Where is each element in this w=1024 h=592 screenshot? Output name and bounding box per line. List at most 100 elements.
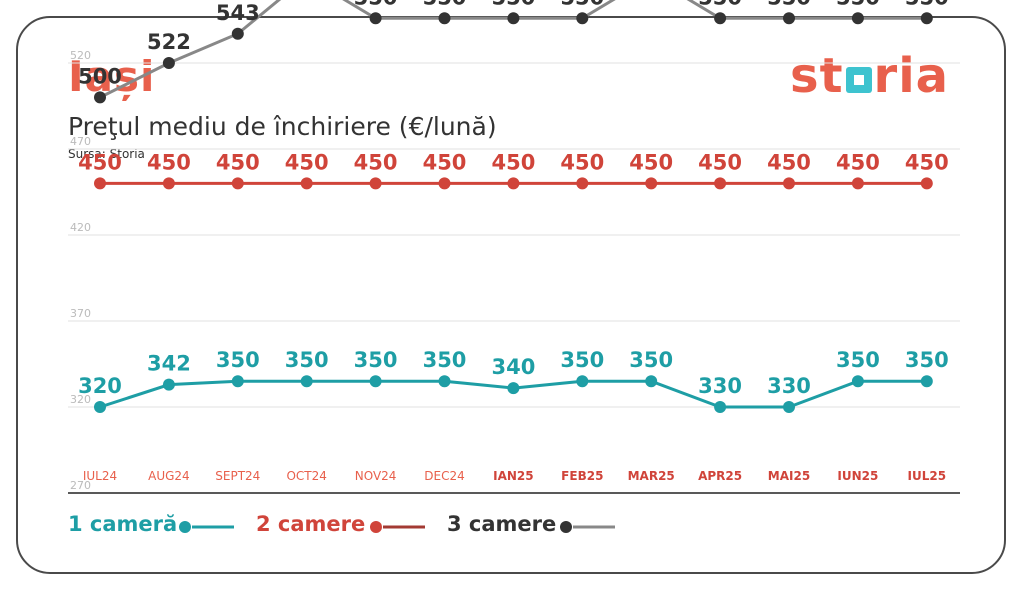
- data-label: 450: [147, 150, 191, 174]
- x-tick-label: NOV24: [355, 469, 397, 483]
- x-tick-label: APR25: [698, 469, 742, 483]
- x-tick-label: MAR25: [628, 469, 675, 483]
- data-label: 450: [698, 150, 742, 174]
- data-label: 340: [491, 355, 535, 379]
- data-label: 543: [216, 1, 260, 25]
- data-label: 522: [147, 30, 191, 54]
- data-label: 350: [423, 348, 467, 372]
- data-label: 550: [354, 0, 398, 9]
- logo-square-icon: [845, 67, 872, 93]
- chart-source: Sursa: Storia: [68, 147, 145, 161]
- y-tick-label: 470: [70, 135, 91, 148]
- data-point: [369, 177, 382, 190]
- data-label: 550: [560, 0, 604, 9]
- data-point: [920, 177, 933, 190]
- storia-logo: st ria: [790, 48, 950, 104]
- data-point: [300, 177, 313, 190]
- y-tick-label: 320: [70, 393, 91, 406]
- data-label: 450: [629, 150, 673, 174]
- legend-marker: [560, 521, 572, 533]
- data-label: 550: [767, 0, 811, 9]
- data-point: [162, 177, 175, 190]
- data-point: [714, 177, 727, 190]
- data-label: 320: [78, 374, 122, 398]
- data-point: [507, 382, 520, 395]
- x-tick-label: IUL24: [83, 469, 117, 483]
- data-label: 550: [836, 0, 880, 9]
- y-tick-label: 520: [70, 49, 91, 62]
- data-label: 550: [423, 0, 467, 9]
- data-point: [714, 401, 727, 413]
- data-point: [851, 375, 864, 388]
- data-point: [94, 401, 106, 413]
- data-point: [851, 177, 864, 190]
- x-tick-label: OCT24: [286, 469, 326, 483]
- data-label: 450: [78, 150, 122, 174]
- x-tick-label: MAI25: [768, 469, 810, 483]
- data-label: 450: [905, 150, 949, 174]
- data-label: 450: [354, 150, 398, 174]
- x-tick-label: FEB25: [561, 469, 603, 483]
- data-label: 350: [629, 348, 673, 372]
- legend-marker: [179, 521, 191, 533]
- data-label: 450: [491, 150, 535, 174]
- y-tick-label: 420: [70, 221, 91, 234]
- data-label: 500: [78, 64, 122, 88]
- data-point: [783, 401, 795, 413]
- data-point: [920, 375, 933, 388]
- data-point: [714, 12, 727, 25]
- data-label: 350: [285, 348, 329, 372]
- data-point: [94, 177, 106, 190]
- data-label: 350: [836, 348, 880, 372]
- x-tick-label: IUN25: [837, 469, 878, 483]
- data-label: 550: [491, 0, 535, 9]
- data-label: 450: [767, 150, 811, 174]
- data-point: [783, 177, 795, 190]
- data-label: 350: [354, 348, 398, 372]
- data-point: [369, 375, 382, 388]
- data-point: [645, 375, 658, 388]
- data-label: 550: [905, 0, 949, 9]
- data-point: [438, 375, 451, 388]
- data-label: 450: [285, 150, 329, 174]
- data-point: [783, 12, 795, 25]
- x-tick-label: DEC24: [424, 469, 464, 483]
- legend-label-2-camere: 2 camere: [256, 512, 366, 536]
- data-label: 450: [216, 150, 260, 174]
- data-label: 450: [836, 150, 880, 174]
- data-point: [162, 378, 175, 391]
- x-tick-label: AUG24: [148, 469, 190, 483]
- data-point: [920, 12, 933, 25]
- chart-subtitle: Preţul mediu de închiriere (€/lună): [68, 112, 497, 141]
- chart-card: [16, 16, 1006, 574]
- data-point: [231, 177, 244, 190]
- data-point: [231, 27, 244, 40]
- data-point: [438, 177, 451, 190]
- data-label: 330: [698, 374, 742, 398]
- x-tick-label: IAN25: [493, 469, 534, 483]
- data-label: 550: [698, 0, 742, 9]
- data-label: 350: [905, 348, 949, 372]
- data-point: [231, 375, 244, 388]
- legend-marker: [370, 521, 382, 533]
- data-label: 350: [216, 348, 260, 372]
- data-label: 350: [560, 348, 604, 372]
- data-point: [576, 12, 589, 25]
- data-point: [300, 375, 313, 388]
- data-label: 450: [560, 150, 604, 174]
- data-point: [576, 375, 589, 388]
- y-tick-label: 370: [70, 307, 91, 320]
- data-label: 330: [767, 374, 811, 398]
- data-label: 342: [147, 352, 191, 376]
- data-label: 450: [423, 150, 467, 174]
- data-point: [507, 12, 520, 25]
- data-point: [576, 177, 589, 190]
- data-point: [851, 12, 864, 25]
- legend-label-3-camere: 3 camere: [447, 512, 557, 536]
- y-tick-label: 270: [70, 479, 91, 492]
- x-tick-label: IUL25: [908, 469, 947, 483]
- data-point: [507, 177, 520, 190]
- x-tick-label: SEPT24: [215, 469, 260, 483]
- data-point: [438, 12, 451, 25]
